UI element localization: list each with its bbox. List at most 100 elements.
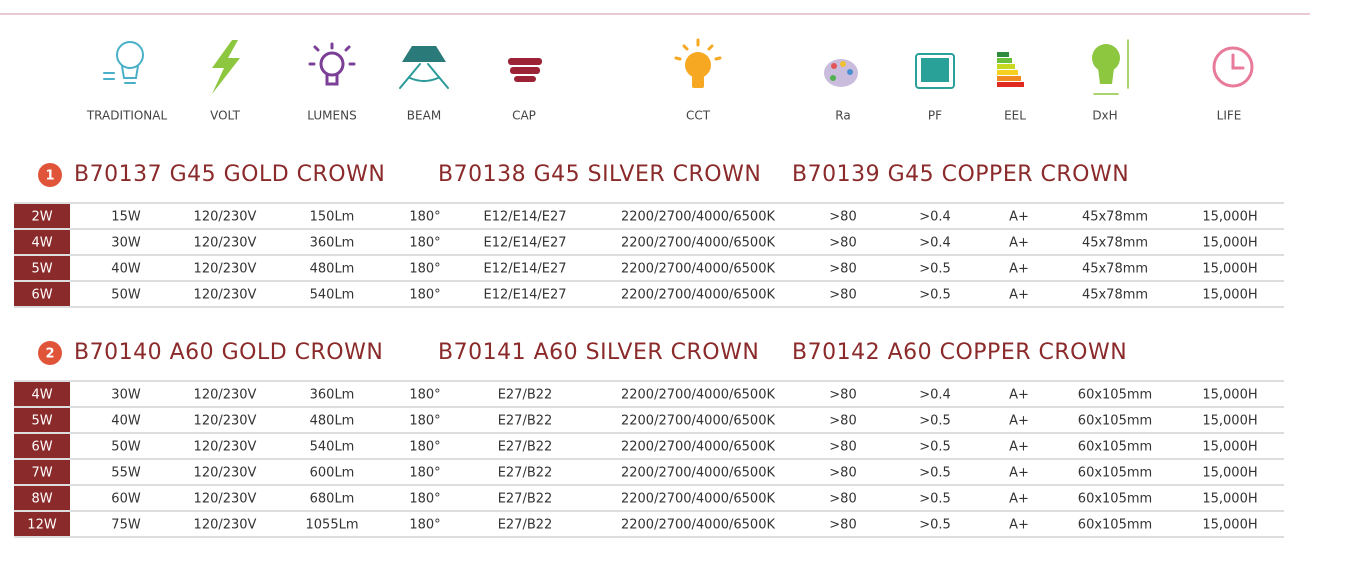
cell: E27/B22 [498,466,553,481]
cell: >0.5 [919,492,951,507]
cell: >0.5 [919,288,951,303]
cell: 60W [111,492,141,507]
cell: 5W [31,262,52,277]
cell: 120/230V [194,440,257,455]
icon-label: PF [928,109,942,123]
cell: 4W [31,236,52,251]
icon-pf [915,53,955,89]
cell: >0.4 [919,210,951,225]
cell: 2200/2700/4000/6500K [621,210,775,225]
cell: >0.4 [919,236,951,251]
cell: A+ [1009,518,1029,533]
icons [103,38,1254,95]
icon-cap [508,58,542,82]
cell: A+ [1009,236,1029,251]
product-title: B70137 G45 GOLD CROWN [74,162,385,187]
cell: 180° [409,492,440,507]
product-title: B70140 A60 GOLD CROWN [74,340,383,365]
cell: 30W [111,388,141,403]
cell: 180° [409,388,440,403]
cell: >0.4 [919,388,951,403]
cell: 2W [31,210,52,225]
cell: 50W [111,440,141,455]
cell: 15,000H [1202,440,1257,455]
cell: A+ [1009,388,1029,403]
cell: 6W [31,288,52,303]
cell: 50W [111,288,141,303]
cell: >80 [829,388,856,403]
section-badge [38,341,62,365]
cell: 120/230V [194,236,257,251]
cell: 120/230V [194,210,257,225]
icon-label: LUMENS [307,109,356,123]
cell: 7W [31,466,52,481]
cell: 15,000H [1202,518,1257,533]
cell: 75W [111,518,141,533]
product-title: B70138 G45 SILVER CROWN [438,162,761,187]
cell: A+ [1009,288,1029,303]
cell: E12/E14/E27 [483,210,566,225]
cell: 15,000H [1202,414,1257,429]
cell: 2200/2700/4000/6500K [621,440,775,455]
cell: 180° [409,518,440,533]
cell: 180° [409,262,440,277]
cell: E12/E14/E27 [483,236,566,251]
cell: 60x105mm [1078,414,1152,429]
cell: 8W [31,492,52,507]
cell: 15,000H [1202,492,1257,507]
cell: 15,000H [1202,288,1257,303]
cell: A+ [1009,440,1029,455]
cell: 360Lm [310,236,355,251]
cell: >0.5 [919,262,951,277]
cell: 120/230V [194,262,257,277]
cell: E27/B22 [498,414,553,429]
cell: 600Lm [310,466,355,481]
cell: A+ [1009,492,1029,507]
cell: 360Lm [310,388,355,403]
cell: 180° [409,466,440,481]
wattage-cell [14,282,70,306]
cell: 150Lm [310,210,355,225]
cell: 55W [111,466,141,481]
cell: 2200/2700/4000/6500K [621,262,775,277]
cell: 180° [409,288,440,303]
icon-label: Ra [835,109,850,123]
cell: 15,000H [1202,210,1257,225]
section-number: 2 [45,347,54,362]
cell: 60x105mm [1078,518,1152,533]
cell: >0.5 [919,518,951,533]
cell: 180° [409,210,440,225]
cell: 180° [409,414,440,429]
icon-label: TRADITIONAL [86,109,168,123]
cell: 45x78mm [1082,210,1148,225]
cell: 180° [409,236,440,251]
icon-label: CCT [686,109,711,123]
cell: >80 [829,440,856,455]
wattage-cell [14,256,70,280]
cell: 60x105mm [1078,466,1152,481]
cell: 30W [111,236,141,251]
cell: 480Lm [310,262,355,277]
icon-label: EEL [1004,109,1026,123]
cell: 120/230V [194,414,257,429]
cell: 120/230V [194,288,257,303]
cell: 6W [31,440,52,455]
cell: 540Lm [310,288,355,303]
cell: 60x105mm [1078,388,1152,403]
cell: A+ [1009,262,1029,277]
cell: 60x105mm [1078,440,1152,455]
icon-ra [824,59,858,87]
section-badge [38,163,62,187]
cell: >80 [829,288,856,303]
cell: 120/230V [194,518,257,533]
cell: 40W [111,262,141,277]
icon-label: BEAM [407,109,441,123]
cell: E27/B22 [498,440,553,455]
icon-label: LIFE [1217,109,1242,123]
cell: >80 [829,414,856,429]
cell: 45x78mm [1082,236,1148,251]
cell: >80 [829,492,856,507]
cell: 5W [31,414,52,429]
wattage-cell [14,408,70,432]
